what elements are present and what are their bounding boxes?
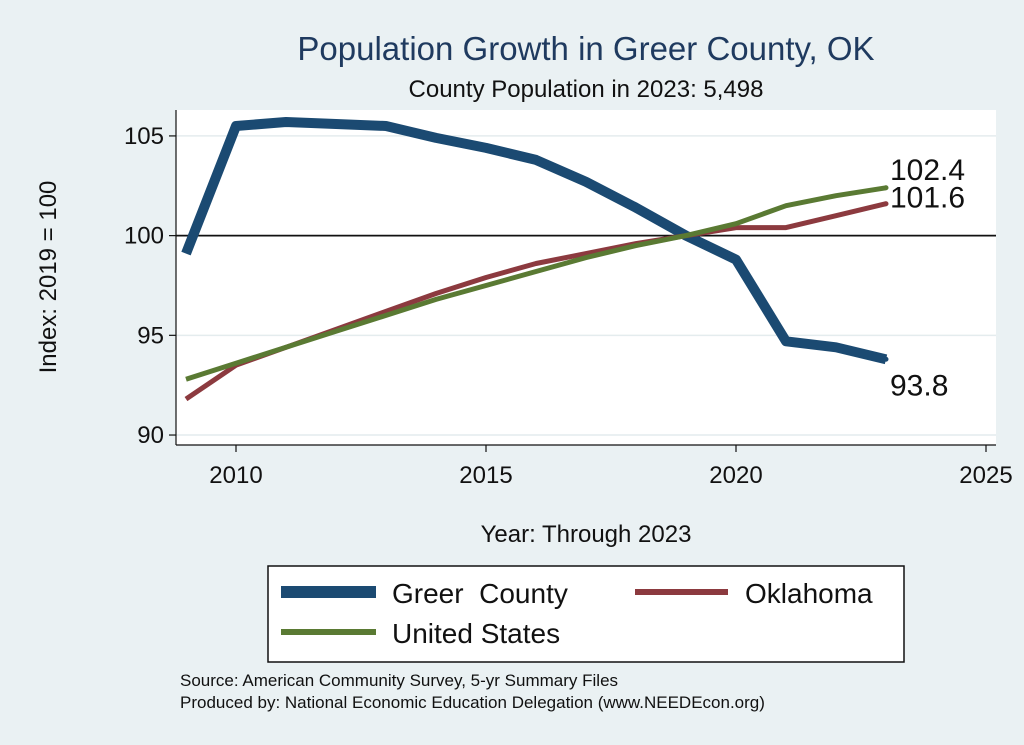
source-note: Source: American Community Survey, 5-yr … [180, 671, 618, 690]
legend-label-oklahoma: Oklahoma [745, 578, 873, 609]
x-tick-label: 2020 [709, 462, 762, 489]
y-tick-label: 90 [137, 422, 164, 449]
series-end-point-1 [883, 201, 889, 207]
legend: Greer County Oklahoma United States [267, 565, 905, 663]
x-tick-label: 2025 [959, 462, 1012, 489]
axes [175, 110, 996, 446]
chart-title: Population Growth in Greer County, OK [297, 30, 874, 67]
series-line-0 [181, 117, 888, 365]
series-line-2 [185, 185, 887, 382]
plot-area [176, 110, 996, 445]
series-end-point-2 [883, 185, 889, 191]
y-tick-label: 95 [137, 322, 164, 349]
x-tick-label: 2010 [209, 462, 262, 489]
y-tick-label: 105 [124, 123, 164, 150]
legend-label-united-states: United States [392, 618, 560, 649]
producer-note: Produced by: National Economic Education… [180, 693, 765, 712]
end-label-2: 102.4 [890, 154, 965, 187]
end-label-1: 101.6 [890, 182, 965, 215]
series-group [181, 117, 889, 402]
x-tick-label: 2015 [459, 462, 512, 489]
ticks: 90 95 100 105 2010 2015 2020 2025 [124, 123, 1013, 489]
end-label-0: 93.8 [890, 369, 948, 402]
chart-subtitle: County Population in 2023: 5,498 [409, 76, 764, 103]
legend-label-greer: Greer County [392, 578, 568, 609]
x-axis-label: Year: Through 2023 [481, 521, 692, 548]
series-end-point-0 [883, 356, 889, 362]
y-axis-label: Index: 2019 = 100 [35, 181, 62, 374]
y-tick-label: 100 [124, 223, 164, 250]
legend-box [267, 565, 905, 663]
